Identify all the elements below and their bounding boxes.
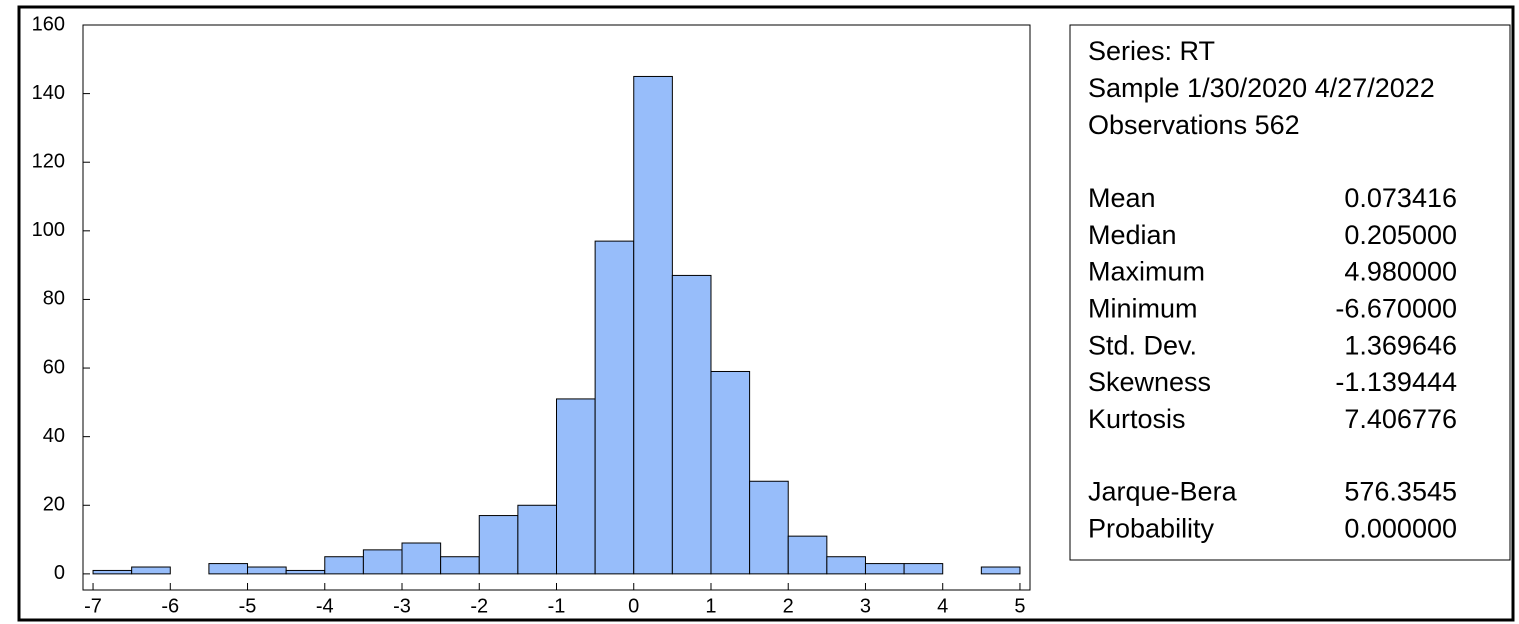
x-tick-label: -4 [316,595,334,617]
stat-label: Std. Dev. [1088,330,1197,360]
y-tick-label: 0 [54,562,65,584]
x-tick-label: -3 [393,595,411,617]
stat-label: Probability [1088,514,1215,544]
y-tick-label: 60 [43,356,65,378]
outer-frame [17,5,1515,622]
bar [633,75,673,575]
stats-header: Sample 1/30/2020 4/27/2022 [1088,73,1435,103]
stat-value: 0.000000 [1344,514,1457,544]
x-tick-label: 3 [860,595,871,617]
stat-label: Minimum [1088,294,1198,324]
stats-header: Observations 562 [1088,110,1300,140]
stat-value: 0.073416 [1344,183,1457,213]
stats-box [1069,24,1511,561]
stat-value: -6.670000 [1335,294,1457,324]
x-tick-label: 2 [783,595,794,617]
bar [826,556,866,575]
x-tick-label: 4 [937,595,948,617]
y-tick-label: 100 [32,219,65,241]
x-tick-label: 5 [1014,595,1025,617]
bar [787,535,828,575]
stat-value: -1.139444 [1335,367,1457,397]
x-tick-label: 1 [705,595,716,617]
stat-value: 4.980000 [1344,257,1457,287]
y-tick-label: 160 [32,13,65,35]
x-tick-label: -2 [470,595,488,617]
bar [749,480,789,575]
bar [362,549,403,575]
y-tick-label: 20 [43,494,65,516]
bar [324,556,364,575]
stat-value: 576.3545 [1344,477,1457,507]
stat-value: 0.205000 [1344,220,1457,250]
stat-label: Maximum [1088,257,1205,287]
bar [556,398,596,575]
y-tick-label: 40 [43,425,65,447]
y-tick-label: 140 [32,82,65,104]
stat-label: Skewness [1088,367,1211,397]
bar [92,569,133,575]
bar [247,566,287,575]
y-tick-label: 80 [43,288,65,310]
stat-label: Kurtosis [1088,404,1186,434]
bar [671,274,712,575]
bar [478,515,519,575]
bar [594,240,635,575]
stat-label: Mean [1088,183,1156,213]
bar [903,563,944,575]
y-tick-label: 120 [32,151,65,173]
stat-label: Median [1088,220,1177,250]
stat-label: Jarque-Bera [1088,477,1238,507]
x-tick-label: 0 [628,595,639,617]
stat-value: 7.406776 [1344,404,1457,434]
bar [401,542,442,575]
bar [285,569,326,575]
bar [980,566,1021,575]
x-tick-label: -5 [239,595,257,617]
bar [208,563,249,575]
stats-header: Series: RT [1088,36,1215,66]
x-tick-label: -7 [84,595,102,617]
bar [710,370,751,575]
x-tick-label: -1 [548,595,566,617]
bar [440,556,480,575]
bar [131,566,171,575]
x-tick-label: -6 [161,595,179,617]
bar [864,563,905,575]
stat-value: 1.369646 [1344,330,1457,360]
bar [517,504,558,575]
